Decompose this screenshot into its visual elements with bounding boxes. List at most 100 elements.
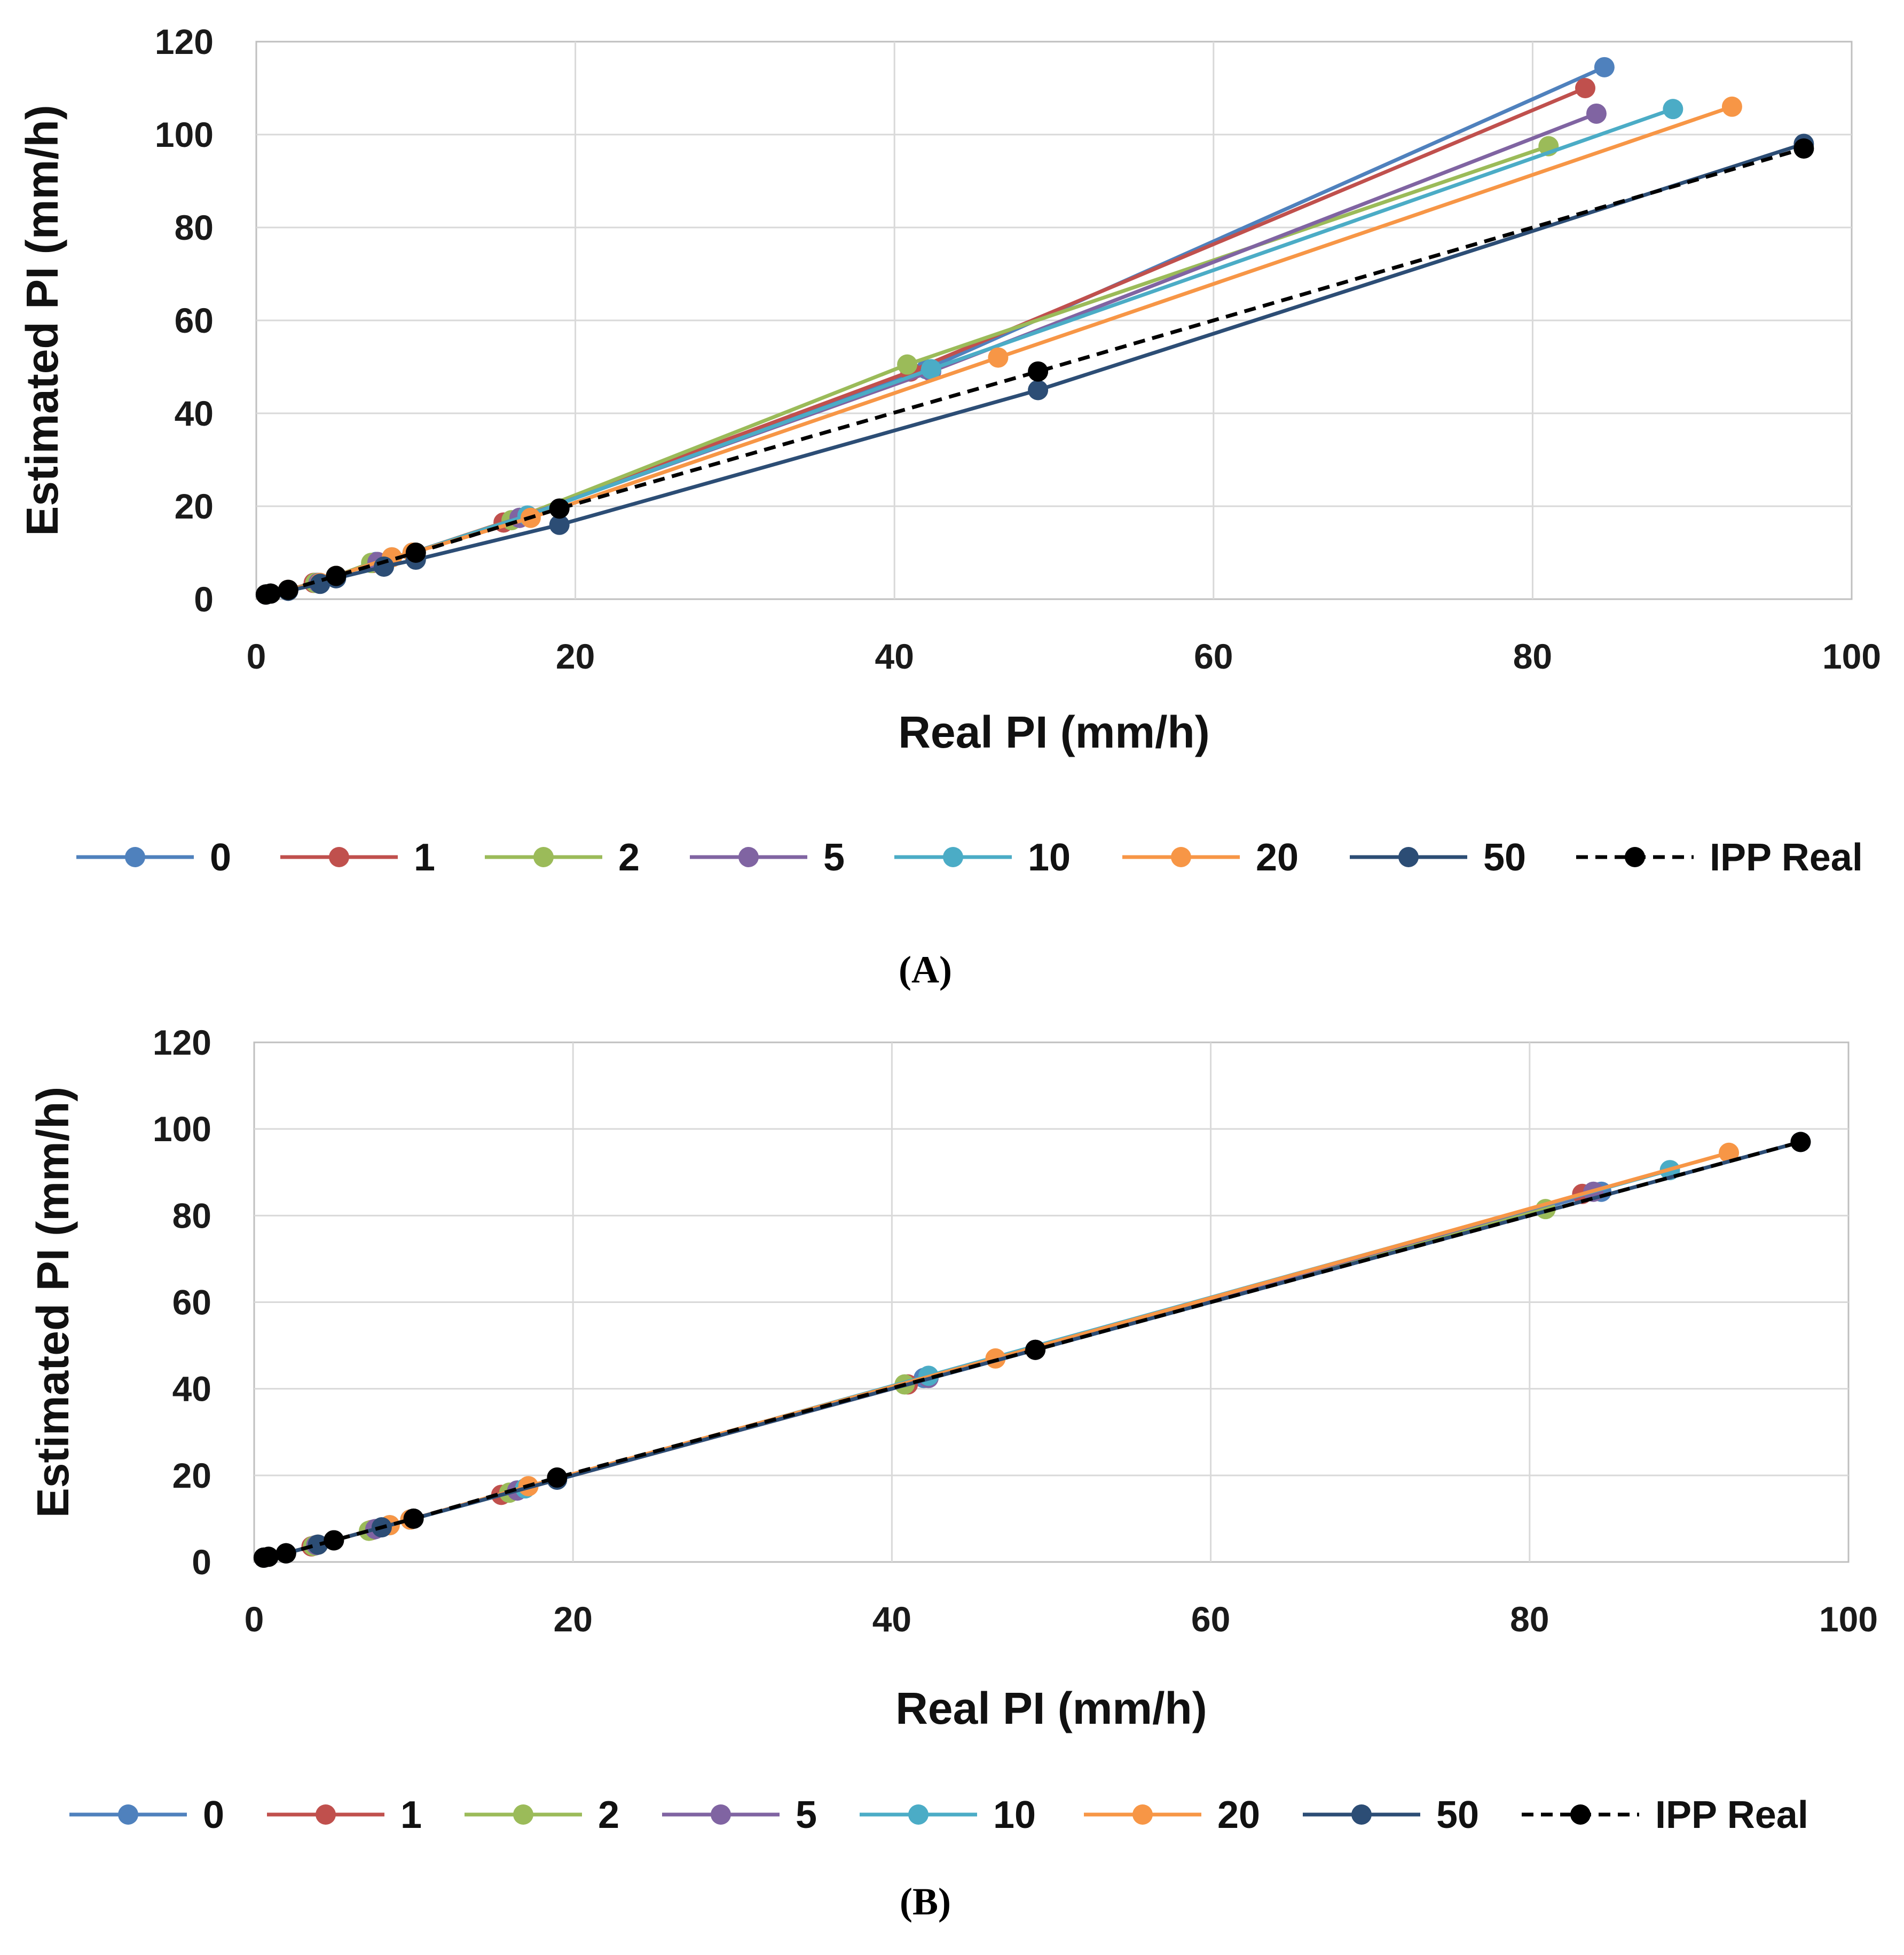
x-tick-label: 80: [1510, 1599, 1549, 1639]
data-point: [326, 566, 347, 586]
legend-entry-1: 1: [280, 836, 435, 879]
legend-label: 2: [618, 836, 640, 879]
legend-entry-10: 10: [860, 1794, 1036, 1836]
legend-label: 1: [414, 836, 435, 879]
legend-label: IPP Real: [1710, 836, 1863, 879]
legend-label: 2: [598, 1794, 619, 1836]
y-tick-label: 80: [172, 1196, 211, 1235]
data-point: [276, 1543, 296, 1564]
series-0: [255, 57, 1615, 605]
data-point: [1721, 96, 1742, 117]
legend-entry-1: 1: [267, 1794, 422, 1836]
data-point: [549, 498, 570, 519]
data-point: [405, 543, 426, 563]
data-point: [1793, 138, 1814, 159]
x-tick-label: 80: [1513, 637, 1552, 676]
legend-entry-ipp-real: IPP Real: [1576, 836, 1863, 879]
legend-entry-50: 50: [1350, 836, 1526, 879]
legend-marker: [908, 1804, 929, 1825]
y-axis-label: Estimated PI (mm/h): [17, 105, 67, 536]
y-tick-label: 80: [175, 208, 214, 247]
data-point: [897, 354, 918, 375]
legend-label: 5: [823, 836, 845, 879]
data-point: [258, 1546, 279, 1567]
y-tick-label: 120: [153, 1023, 211, 1062]
data-point: [260, 583, 281, 604]
series-5: [255, 103, 1607, 605]
x-tick-label: 0: [247, 637, 266, 676]
x-tick-label: 100: [1819, 1599, 1878, 1639]
series-1: [255, 78, 1596, 605]
legend-marker: [943, 847, 963, 867]
data-point: [1575, 78, 1596, 98]
legend-label: 50: [1436, 1794, 1479, 1836]
data-point: [549, 514, 570, 535]
legend-marker: [1171, 847, 1191, 867]
legend-label: 10: [993, 1794, 1036, 1836]
legend-marker: [329, 847, 349, 867]
panel-label: (A): [899, 948, 952, 991]
legend-marker: [125, 847, 145, 867]
legend-entry-2: 2: [485, 836, 640, 879]
y-tick-label: 40: [175, 394, 214, 433]
x-tick-label: 20: [553, 1599, 592, 1639]
legend-label: 10: [1028, 836, 1071, 879]
data-point: [1663, 99, 1683, 120]
legend-label: 0: [210, 836, 231, 879]
y-tick-label: 0: [194, 579, 214, 619]
legend-entry-5: 5: [662, 1794, 817, 1836]
data-point: [1028, 361, 1049, 382]
legend-label: 0: [203, 1794, 224, 1836]
series-ipp-real: [253, 1132, 1811, 1568]
x-tick-label: 100: [1822, 637, 1881, 676]
y-tick-label: 20: [175, 486, 214, 526]
series-ipp-real: [255, 138, 1814, 605]
legend-marker: [1351, 1804, 1372, 1825]
legend-label: 20: [1256, 836, 1299, 879]
y-axis-label: Estimated PI (mm/h): [28, 1087, 78, 1518]
legend-entry-ipp-real: IPP Real: [1522, 1794, 1808, 1836]
x-tick-label: 20: [556, 637, 595, 676]
legend-entry-10: 10: [894, 836, 1071, 879]
panel-label: (B): [900, 1880, 951, 1923]
y-tick-label: 60: [172, 1283, 211, 1322]
data-point: [278, 579, 298, 600]
data-point: [308, 1534, 328, 1555]
data-point: [374, 556, 395, 577]
x-tick-label: 60: [1191, 1599, 1230, 1639]
legend-marker: [1132, 1804, 1153, 1825]
legend-marker: [1570, 1804, 1591, 1825]
y-tick-label: 100: [153, 1109, 211, 1149]
legend-label: 50: [1483, 836, 1526, 879]
data-point: [1025, 1339, 1046, 1360]
legend-entry-2: 2: [465, 1794, 619, 1836]
legend-entry-0: 0: [76, 836, 231, 879]
x-tick-label: 60: [1194, 637, 1233, 676]
data-point: [1719, 1142, 1740, 1163]
x-axis-label: Real PI (mm/h): [898, 707, 1209, 757]
series-line: [265, 65, 1606, 596]
legend-label: IPP Real: [1655, 1794, 1808, 1836]
legend-marker: [1625, 847, 1645, 867]
y-tick-label: 40: [172, 1369, 211, 1409]
data-point: [547, 1467, 568, 1488]
series-2: [255, 136, 1559, 605]
legend-marker: [513, 1804, 533, 1825]
data-point: [920, 359, 941, 380]
x-tick-label: 40: [872, 1599, 911, 1639]
legend-marker: [118, 1804, 138, 1825]
y-tick-label: 60: [175, 301, 214, 340]
legend-marker: [738, 847, 759, 867]
legend-entry-5: 5: [690, 836, 845, 879]
data-point: [324, 1530, 344, 1551]
data-point: [1028, 380, 1049, 401]
y-tick-label: 120: [155, 22, 214, 61]
legend-label: 5: [796, 1794, 817, 1836]
legend-marker: [711, 1804, 731, 1825]
series-20: [255, 96, 1742, 605]
legend-entry-20: 20: [1084, 1794, 1260, 1836]
legend-marker: [533, 847, 554, 867]
